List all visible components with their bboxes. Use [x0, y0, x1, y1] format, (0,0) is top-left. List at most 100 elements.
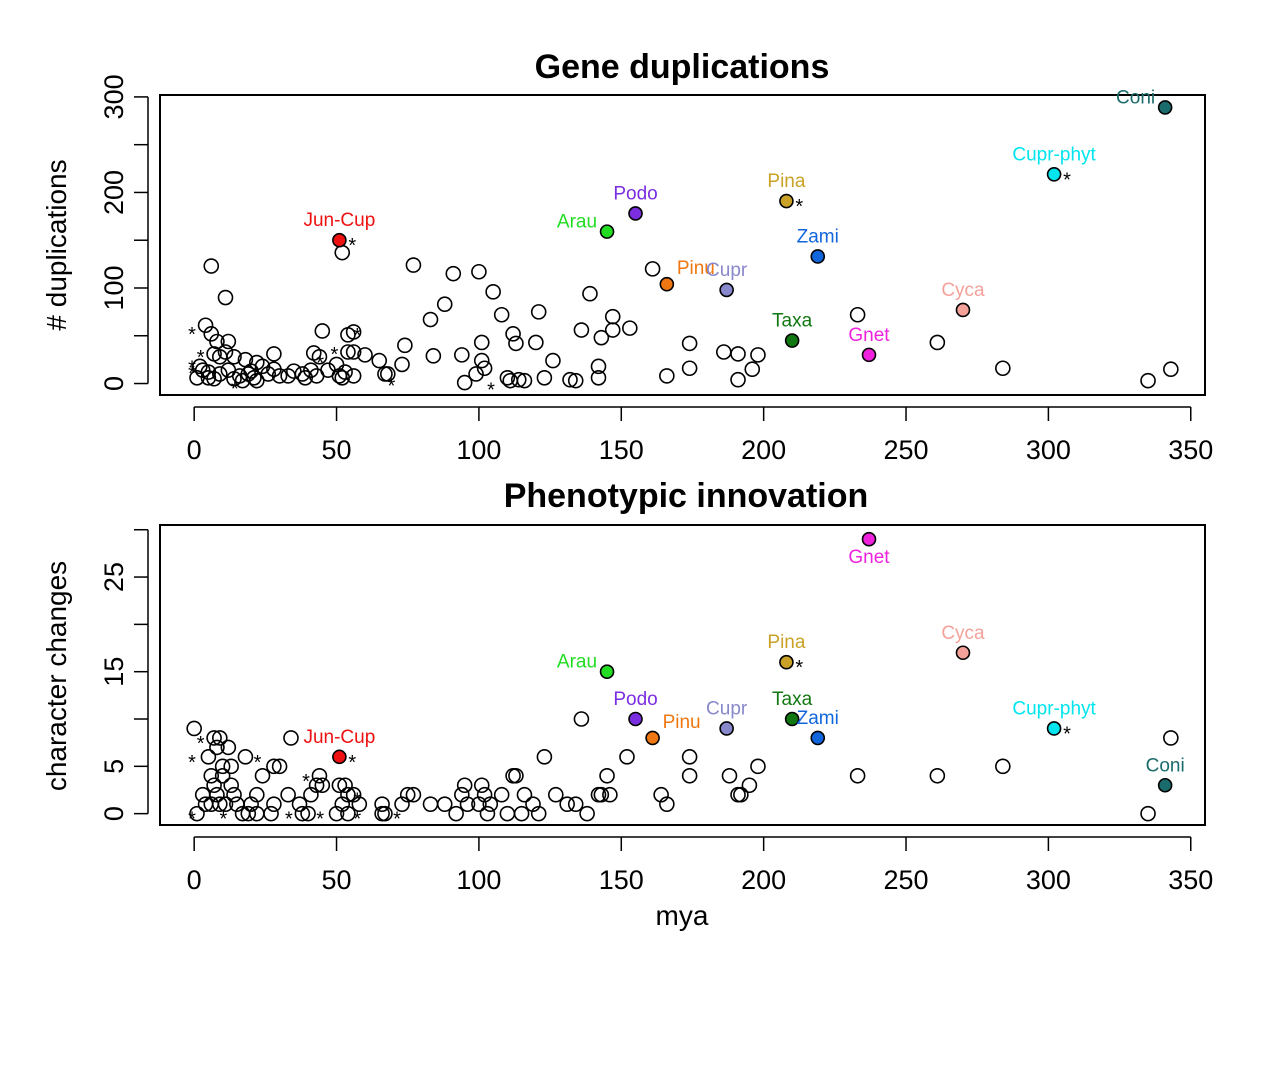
data-point: [562, 371, 578, 388]
data-point: [294, 805, 311, 822]
data-point: [351, 796, 368, 812]
data-point: [602, 786, 618, 803]
data-point: [681, 749, 698, 765]
data-point: [399, 786, 416, 803]
data-point: [476, 786, 493, 803]
clade-point: [784, 711, 800, 727]
significance-star: *: [487, 379, 495, 401]
data-point: [593, 329, 610, 346]
data-point: [849, 306, 866, 323]
data-point: [536, 370, 553, 386]
significance-star: *: [197, 347, 205, 369]
chart-title: Phenotypic innovation: [504, 477, 869, 515]
clade-label: Cupr: [706, 698, 748, 719]
data-point: [590, 358, 607, 375]
significance-star: *: [795, 196, 803, 218]
gene-duplications-panel: Gene duplications # duplications 0 50 100 1…: [41, 48, 1213, 465]
data-point: [291, 796, 308, 812]
data-point: [337, 777, 353, 794]
x-tick-label: 100: [456, 865, 501, 895]
data-point: [849, 767, 866, 784]
data-point: [730, 346, 746, 362]
data-point: [499, 805, 516, 822]
data-point: [220, 739, 237, 756]
y-tick-label: 5: [99, 759, 129, 774]
y-tick-label: 300: [99, 74, 129, 119]
data-point: [328, 805, 345, 822]
y-tick-label: 100: [99, 265, 129, 310]
significance-star: *: [1063, 169, 1071, 191]
data-point: [721, 767, 738, 784]
data-point: [260, 366, 277, 382]
significance-star: *: [188, 324, 196, 346]
clade-point: [645, 730, 660, 746]
data-point: [448, 805, 464, 822]
data-point: [516, 372, 533, 389]
x-tick-label: 50: [322, 865, 352, 895]
x-tick-label: 250: [883, 865, 928, 895]
data-point: [653, 786, 669, 803]
data-point: [246, 370, 262, 386]
data-point: [715, 344, 732, 360]
clade-label: Cupr-phyt: [1012, 698, 1096, 719]
data-point: [929, 334, 946, 351]
data-point: [271, 758, 288, 775]
data-point: [468, 366, 484, 382]
clade-label: Cupr-phyt: [1012, 144, 1096, 165]
data-point: [995, 758, 1011, 775]
data-point: [482, 796, 499, 812]
data-point: [681, 335, 698, 352]
data-point: [345, 344, 362, 360]
clade-point: [861, 347, 877, 363]
data-point: [397, 337, 413, 354]
data-point: [473, 334, 490, 351]
data-point: [599, 767, 615, 784]
data-point: [374, 796, 390, 812]
clade-point: [1157, 777, 1173, 793]
data-point: [240, 805, 257, 822]
data-point: [659, 368, 675, 384]
data-point: [194, 786, 211, 803]
data-point: [223, 777, 239, 794]
data-point: [454, 347, 470, 363]
data-point: [371, 352, 388, 369]
data-point: [547, 786, 564, 803]
data-point: [473, 352, 490, 369]
data-point: [340, 805, 356, 822]
data-point: [436, 796, 453, 812]
data-point: [206, 370, 222, 387]
chart-title: Gene duplications: [535, 48, 830, 86]
significance-star: *: [231, 379, 239, 401]
significance-star: *: [188, 358, 196, 380]
data-point: [254, 767, 271, 784]
y-tick-label: 15: [99, 657, 129, 687]
y-axis-label: # duplications: [41, 159, 72, 330]
x-tick-label: 50: [322, 435, 352, 465]
clade-point: [1157, 100, 1173, 115]
data-point: [473, 777, 490, 794]
clade-label: Taxa: [772, 689, 813, 710]
data-point: [189, 805, 205, 822]
x-tick-label: 0: [187, 435, 202, 465]
data-point: [266, 758, 282, 775]
data-point: [189, 370, 205, 386]
significance-star: *: [387, 376, 395, 398]
clade-label: Zami: [797, 226, 839, 247]
data-point: [604, 308, 621, 325]
data-point: [479, 805, 496, 822]
x-tick-label: 300: [1026, 435, 1071, 465]
data-point: [995, 360, 1011, 377]
significance-star: *: [316, 353, 324, 375]
data-point: [622, 320, 638, 336]
data-point: [394, 796, 410, 812]
data-point: [203, 767, 220, 784]
data-point: [377, 805, 393, 822]
data-point: [271, 368, 288, 384]
data-point: [345, 368, 362, 384]
data-point: [456, 374, 473, 391]
data-point: [243, 796, 259, 812]
clade-point: [719, 282, 734, 298]
data-point: [217, 344, 234, 360]
data-point: [226, 786, 242, 803]
data-point: [510, 371, 527, 388]
